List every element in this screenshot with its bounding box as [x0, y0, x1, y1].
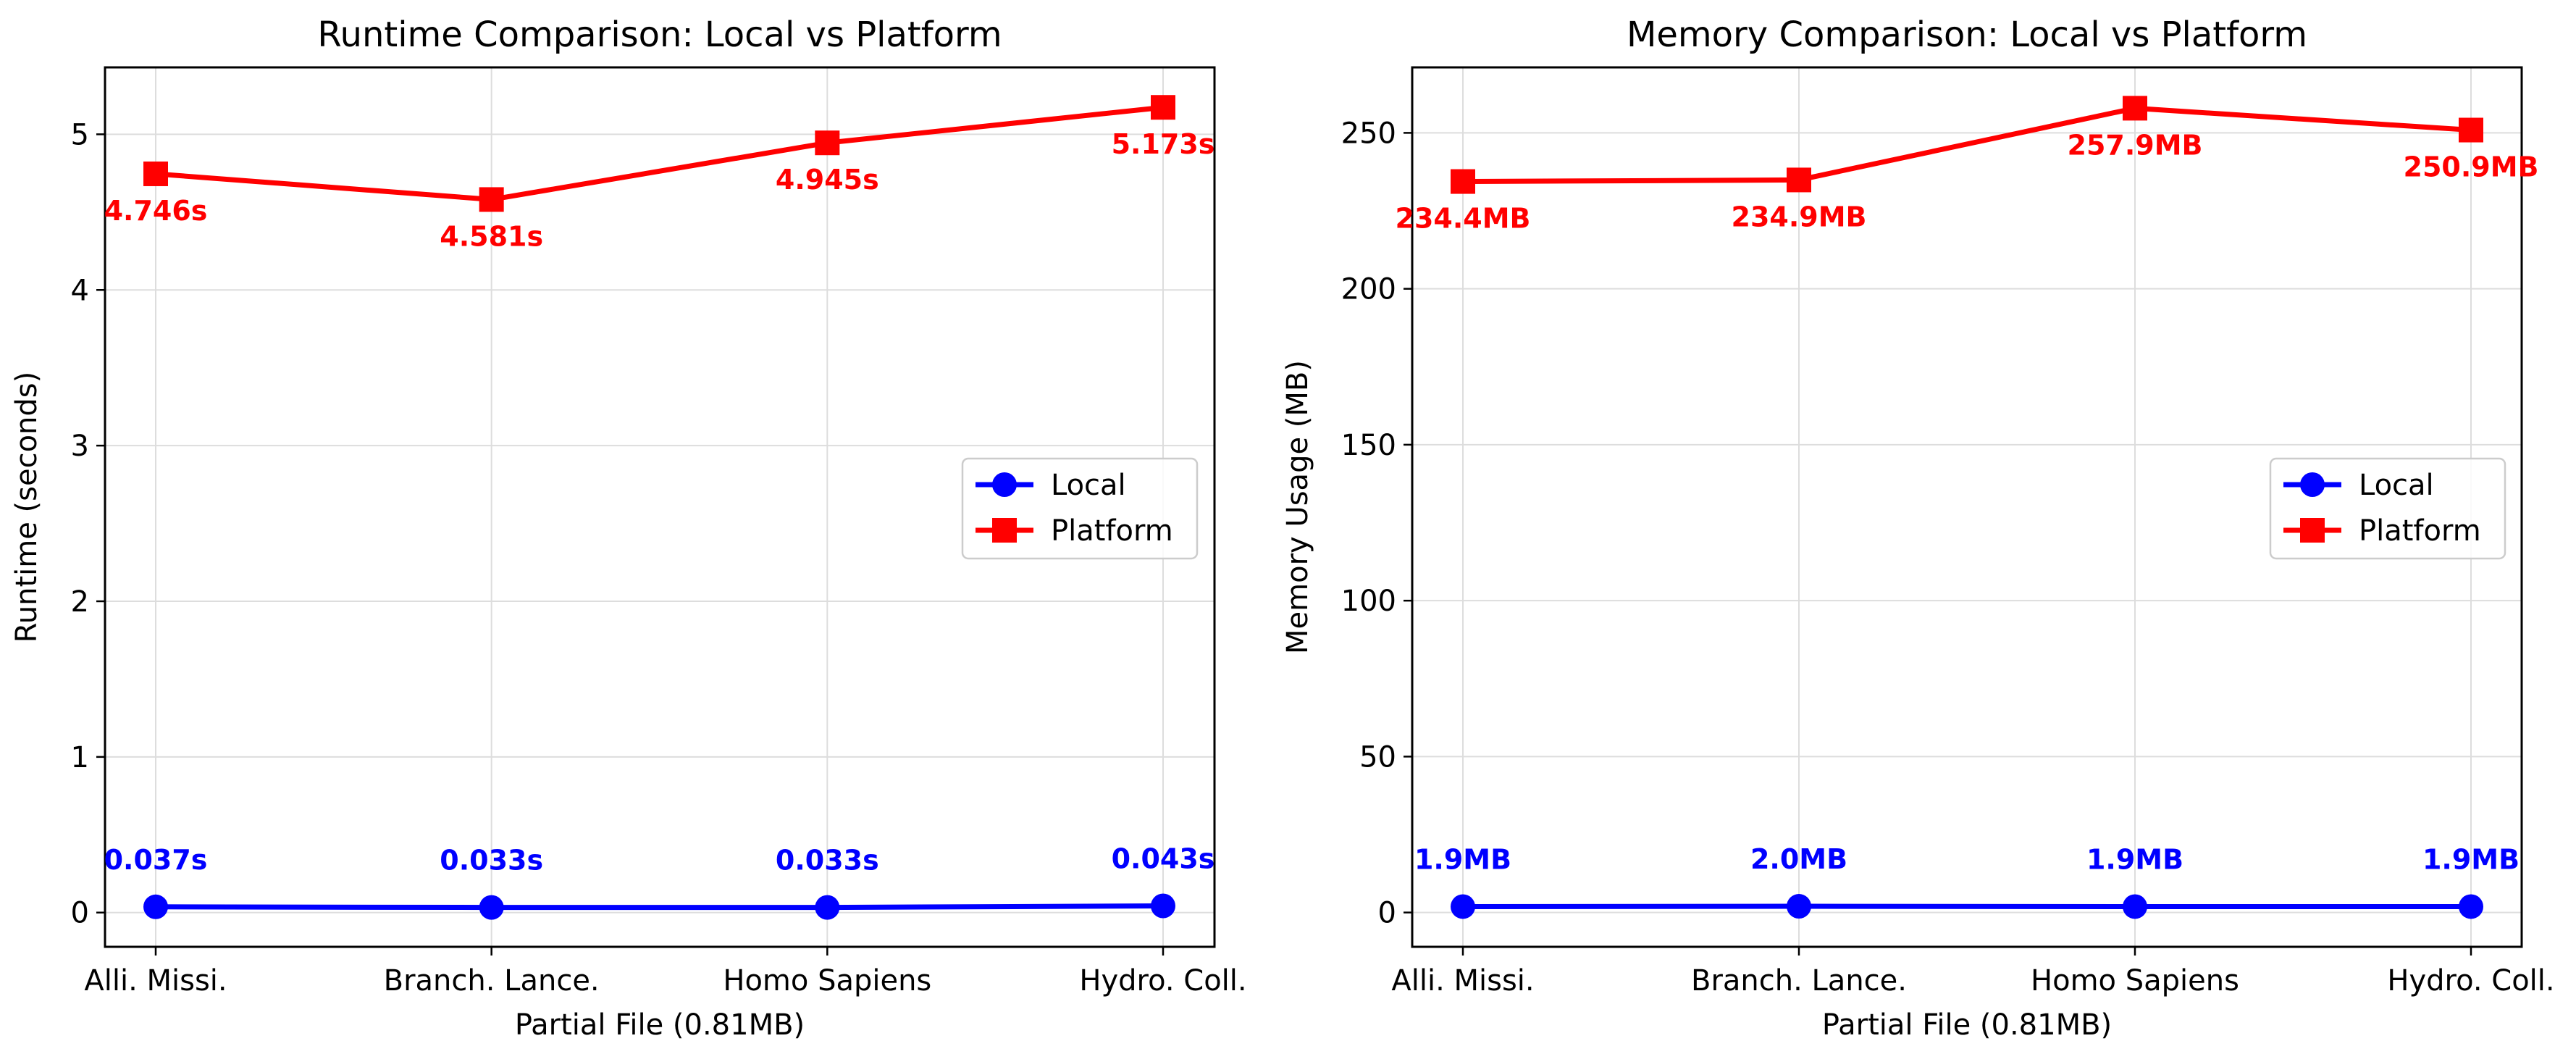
y-tick-label: 100 [1341, 585, 1396, 618]
y-tick-label: 150 [1341, 429, 1396, 462]
y-tick-label: 2 [71, 585, 89, 619]
data-label-local: 1.9MB [1414, 843, 1511, 875]
chart-title: Memory Comparison: Local vs Platform [1627, 14, 2307, 55]
y-tick-label: 3 [71, 430, 89, 463]
y-tick-label: 0 [1378, 897, 1396, 930]
data-point-platform [479, 187, 504, 212]
data-point-platform [2123, 96, 2147, 121]
legend-marker-platform [992, 518, 1017, 543]
y-tick-label: 0 [71, 897, 89, 930]
x-tick-label: Alli. Missi. [1391, 964, 1534, 998]
data-point-platform [143, 161, 168, 186]
data-label-platform: 5.173s [1112, 128, 1215, 160]
data-label-platform: 4.746s [104, 195, 208, 227]
y-tick-label: 50 [1359, 740, 1396, 774]
legend-label-local: Local [1051, 469, 1126, 502]
data-point-local [2459, 894, 2483, 919]
data-label-local: 0.037s [104, 844, 208, 876]
legend-marker-platform [2300, 518, 2325, 543]
x-tick-label: Branch. Lance. [1691, 964, 1907, 998]
y-tick-label: 5 [71, 118, 89, 151]
data-label-local: 0.033s [440, 845, 543, 877]
x-tick-label: Alli. Missi. [84, 964, 227, 998]
chart-panel-2: 0 50 100 150 200 250 Alli. Missi. Branch. Lance… [1281, 14, 2555, 1042]
data-label-platform: 234.4MB [1396, 203, 1531, 235]
chart-title: Runtime Comparison: Local vs Platform [317, 14, 1002, 55]
y-tick-label: 200 [1341, 273, 1396, 306]
x-tick-label: Hydro. Coll. [2387, 964, 2554, 998]
y-tick-label: 1 [71, 741, 89, 774]
data-label-local: 0.033s [776, 845, 879, 877]
data-point-local [815, 895, 840, 920]
data-point-platform [2459, 117, 2483, 143]
data-point-local [143, 894, 168, 919]
data-label-platform: 234.9MB [1732, 201, 1867, 233]
x-axis-label: Partial File (0.81MB) [1822, 1008, 2112, 1042]
x-axis-label: Partial File (0.81MB) [515, 1008, 805, 1042]
data-point-local [2123, 894, 2147, 919]
data-label-platform: 4.581s [440, 220, 543, 252]
data-point-local [1151, 893, 1175, 919]
data-label-platform: 4.945s [776, 164, 879, 196]
series-line-platform [1462, 105, 2472, 185]
data-label-platform: 250.9MB [2404, 151, 2539, 183]
data-point-platform [815, 130, 840, 156]
plot-frame [104, 66, 1216, 948]
data-label-local: 1.9MB [2422, 843, 2520, 875]
series-line-platform [155, 104, 1164, 202]
x-tick-label: Hydro. Coll. [1079, 964, 1246, 998]
legend-marker-local [2300, 472, 2325, 497]
data-point-local [479, 895, 504, 920]
data-point-local [1451, 894, 1475, 919]
data-label-local: 2.0MB [1750, 843, 1847, 875]
data-point-platform [1787, 167, 1811, 193]
data-point-local [1787, 894, 1811, 919]
chart-panel-1: 0 1 2 3 4 5 Alli. Missi. Branch. Lance. Homo Sap… [10, 14, 1247, 1042]
legend: Local Platform [2269, 457, 2506, 560]
x-tick-label: Homo Sapiens [723, 964, 931, 998]
legend: Local Platform [961, 457, 1199, 560]
data-label-local: 0.043s [1112, 843, 1215, 874]
plot-frame [1411, 66, 2523, 948]
data-label-platform: 257.9MB [2068, 129, 2203, 161]
x-tick-label: Branch. Lance. [384, 964, 600, 998]
legend-label-platform: Platform [1051, 514, 1173, 548]
data-point-platform [1151, 95, 1175, 120]
series-line-local [155, 903, 1164, 911]
y-tick-label: 4 [71, 274, 89, 307]
legend-marker-local [992, 472, 1017, 497]
y-tick-label: 250 [1341, 117, 1396, 150]
data-label-local: 1.9MB [2086, 843, 2183, 875]
y-axis-label: Memory Usage (MB) [1281, 360, 1314, 654]
data-point-platform [1451, 169, 1475, 194]
x-tick-label: Homo Sapiens [2031, 964, 2239, 998]
legend-label-platform: Platform [2359, 514, 2481, 548]
y-axis-label: Runtime (seconds) [10, 372, 43, 643]
legend-label-local: Local [2359, 469, 2434, 502]
